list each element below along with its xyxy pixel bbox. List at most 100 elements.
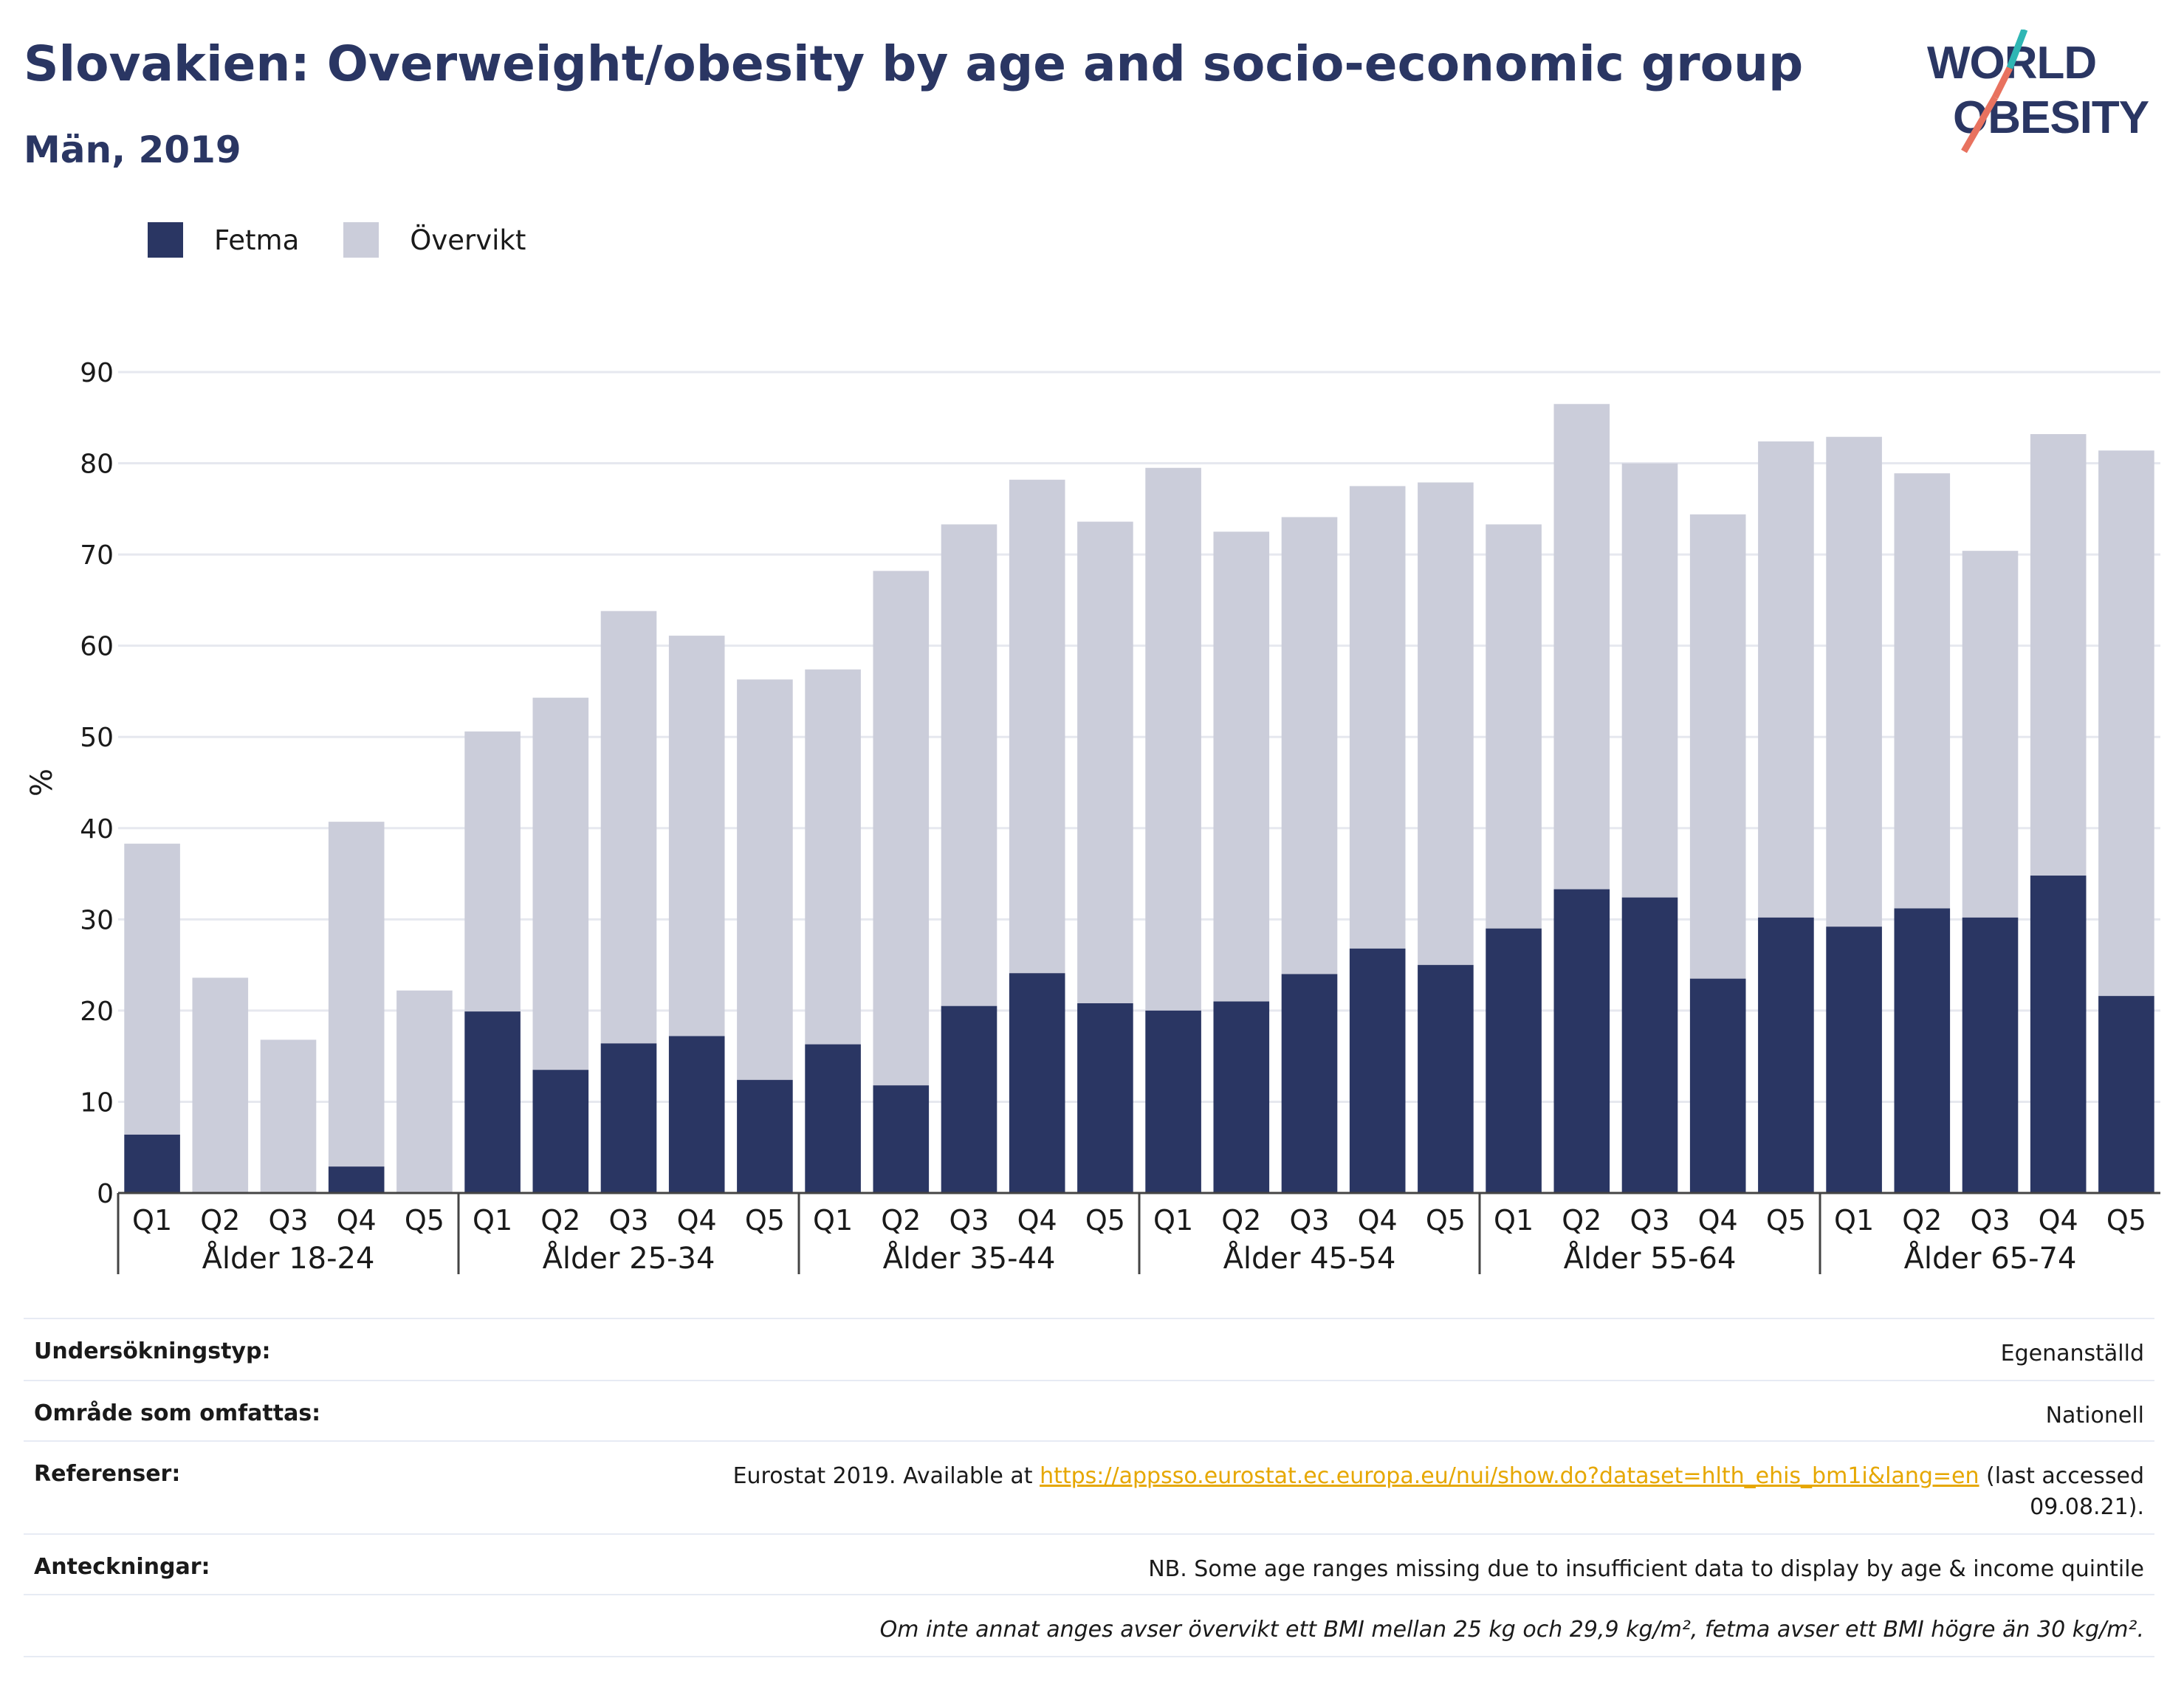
x-tick-label: Q4: [1698, 1204, 1738, 1237]
bar-fetma: [737, 1079, 793, 1193]
y-tick-label: 70: [80, 540, 114, 571]
bar-overvikt: [1553, 404, 1610, 890]
x-tick-label: Q5: [745, 1204, 785, 1237]
bar-overvikt: [1145, 467, 1201, 1011]
x-tick-label: Q2: [1902, 1204, 1942, 1237]
bar-fetma: [2030, 876, 2087, 1193]
y-tick-label: 20: [80, 997, 114, 1027]
bar-fetma: [124, 1134, 180, 1193]
bar-fetma: [1145, 1010, 1201, 1193]
x-tick-label: Q3: [1970, 1204, 2010, 1237]
footer-row-definition: Om inte annat anges avser övervikt ett B…: [24, 1594, 2154, 1657]
y-tick-label: 0: [97, 1179, 114, 1209]
bar-overvikt: [124, 843, 180, 1135]
x-tick-label: Q5: [2106, 1204, 2146, 1237]
x-tick-label: Q3: [608, 1204, 648, 1237]
x-tick-label: Q4: [1017, 1204, 1057, 1237]
bar-fetma: [1962, 917, 2019, 1193]
chart-legend: Fetma Övervikt: [148, 218, 570, 262]
bar-fetma: [1349, 948, 1406, 1193]
group-label: Ålder 35-44: [883, 1240, 1056, 1276]
bar-overvikt: [192, 977, 249, 1193]
bar-fetma: [1553, 889, 1610, 1193]
bar-overvikt: [1009, 479, 1065, 974]
x-tick-label: Q3: [268, 1204, 308, 1237]
bar-fetma: [2098, 996, 2154, 1193]
bar-fetma: [1758, 917, 1814, 1193]
footer-row-survey-type: Undersökningstyp: Egenanställd: [24, 1318, 2154, 1380]
x-tick-label: Q3: [1630, 1204, 1669, 1237]
bar-fetma: [1689, 978, 1746, 1193]
reference-link[interactable]: https://appsso.eurostat.ec.europa.eu/nui…: [1040, 1463, 1979, 1489]
footer-row-notes: Anteckningar: NB. Some age ranges missin…: [24, 1533, 2154, 1594]
y-tick-label: 30: [80, 905, 114, 935]
reference-text: Eurostat 2019. Available at: [732, 1463, 1040, 1489]
bar-overvikt: [1281, 517, 1338, 974]
bar-fetma: [464, 1011, 521, 1193]
footer-value: NB. Some age ranges missing due to insuf…: [1148, 1556, 2144, 1582]
bar-fetma: [1009, 973, 1065, 1193]
bar-overvikt: [1689, 514, 1746, 979]
bar-fetma: [1621, 897, 1678, 1193]
group-label: Ålder 55-64: [1564, 1240, 1737, 1276]
bar-overvikt: [1621, 463, 1678, 898]
bar-overvikt: [464, 731, 521, 1012]
legend-swatch-fetma: [148, 222, 183, 258]
bar-overvikt: [1077, 521, 1133, 1004]
y-tick-label: 50: [80, 723, 114, 753]
x-tick-label: Q1: [132, 1204, 172, 1237]
y-tick-label: 10: [80, 1087, 114, 1118]
bar-fetma: [1418, 965, 1474, 1193]
bar-overvikt: [2098, 450, 2154, 997]
bar-overvikt: [873, 571, 930, 1086]
bar-fetma: [1826, 926, 1882, 1193]
chart-title: Slovakien: Overweight/obesity by age and…: [24, 35, 1804, 92]
logo-stroke-bottom-lower: [1961, 95, 1998, 154]
x-tick-label: Q1: [1834, 1204, 1874, 1237]
stacked-bar-chart: 0 10 20 30 40 50 60 70 80 90% Q1 Q2 Q3 Q4 Q5 Q1 Q2 Q3 Q4 Q5…: [25, 358, 2160, 1276]
group-label: Ålder 65-74: [1904, 1240, 2077, 1276]
footer-value: Eurostat 2019. Available at https://apps…: [733, 1461, 2144, 1523]
bar-overvikt: [1826, 436, 1882, 927]
y-tick-label: 40: [80, 814, 114, 845]
logo-stroke-top: [2006, 30, 2028, 69]
footer-row-area: Område som omfattas: Nationell: [24, 1380, 2154, 1440]
x-tick-label: Q1: [473, 1204, 512, 1237]
bar-overvikt: [805, 669, 861, 1045]
x-tick-label: Q1: [813, 1204, 853, 1237]
bar-fetma: [1894, 908, 1951, 1193]
chart-subtitle: Män, 2019: [24, 128, 241, 171]
bar-fetma: [873, 1085, 930, 1193]
bar-overvikt: [328, 822, 385, 1167]
bar-fetma: [600, 1043, 657, 1193]
bar-overvikt: [668, 636, 725, 1036]
y-tick-label: 80: [80, 450, 114, 480]
legend-swatch-overvikt: [343, 222, 380, 258]
x-tick-label: Q1: [1153, 1204, 1193, 1237]
legend-label-fetma: Fetma: [214, 224, 300, 256]
x-tick-label: Q2: [540, 1204, 580, 1237]
x-tick-label: Q2: [881, 1204, 921, 1237]
bar-overvikt: [1962, 551, 2019, 918]
footer-label: Område som omfattas:: [34, 1400, 321, 1426]
y-tick-label: 90: [80, 358, 114, 388]
bar-fetma: [941, 1005, 997, 1193]
x-tick-label: Q2: [1562, 1204, 1601, 1237]
y-tick-label: 60: [80, 632, 114, 662]
footer-label: Undersökningstyp:: [34, 1338, 271, 1364]
bar-fetma: [805, 1044, 861, 1193]
group-label: Ålder 18-24: [202, 1240, 375, 1276]
x-tick-label: Q4: [677, 1204, 717, 1237]
bar-fetma: [668, 1036, 725, 1193]
footer-row-references: Referenser: Eurostat 2019. Available at …: [24, 1440, 2154, 1533]
footer-table: Undersökningstyp: Egenanställd Område so…: [24, 1318, 2154, 1657]
footer-value: Nationell: [2045, 1403, 2144, 1428]
legend-label-overvikt: Övervikt: [410, 224, 526, 256]
bar-fetma: [328, 1166, 385, 1193]
x-tick-label: Q5: [1766, 1204, 1806, 1237]
bar-overvikt: [600, 611, 657, 1044]
x-tick-label: Q3: [1289, 1204, 1329, 1237]
legend-item-overvikt: Övervikt: [343, 222, 526, 258]
bar-overvikt: [1758, 441, 1814, 918]
footer-label: Anteckningar:: [34, 1554, 210, 1580]
